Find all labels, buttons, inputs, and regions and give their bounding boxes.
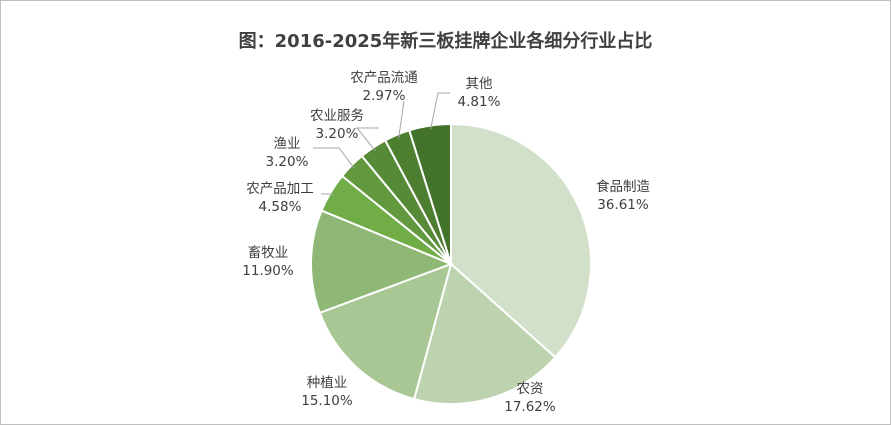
pie-slice: [408, 122, 452, 265]
slice-percent-label: 15.10%: [301, 393, 353, 409]
slice-category-label: 农业服务: [310, 108, 364, 124]
slice-percent-label: 3.20%: [316, 126, 359, 142]
slice-label: 农业服务 3.20%: [310, 108, 364, 142]
slice-label: 种植业 15.10%: [301, 375, 353, 409]
slice-label: 农产品流通 2.97%: [350, 70, 418, 104]
slice-category-label: 渔业: [274, 136, 301, 152]
slice-category-label: 农产品加工: [246, 181, 314, 197]
slice-category-label: 食品制造: [596, 178, 650, 195]
slice-percent-label: 3.20%: [266, 154, 309, 170]
pie-slice: [310, 209, 454, 315]
chart-title: 图：2016-2025年新三板挂牌企业各细分行业占比: [238, 31, 653, 52]
slice-labels: 食品制造 36.61% 农资 17.62% 种植业 15.10% 畜牧业 11.90% 农产品加…: [242, 70, 650, 415]
slice-percent-label: 2.97%: [363, 88, 406, 104]
slice-category-label: 农产品流通: [350, 70, 418, 86]
slice-category-label: 畜牧业: [248, 245, 289, 261]
slice-category-label: 农资: [517, 381, 544, 397]
leader-line: [430, 92, 450, 130]
pie-slice: [318, 262, 453, 401]
pie-slice: [450, 122, 592, 359]
leader-line: [398, 100, 405, 139]
leader-lines: [313, 92, 450, 196]
slice-label: 渔业 3.20%: [266, 136, 309, 170]
pie-slices: [310, 122, 592, 405]
slice-category-label: 其他: [466, 76, 493, 92]
slice-label: 农产品加工 4.58%: [246, 181, 314, 215]
slice-label: 农资 17.62%: [504, 381, 556, 415]
slice-label: 其他 4.81%: [458, 76, 501, 110]
slice-percent-label: 36.61%: [597, 197, 649, 213]
leader-line: [355, 127, 379, 152]
slice-percent-label: 17.62%: [504, 399, 556, 415]
pie-slice: [412, 262, 557, 405]
slice-category-label: 种植业: [307, 375, 348, 391]
leader-line: [313, 147, 355, 169]
slice-percent-label: 11.90%: [242, 263, 294, 279]
leader-line: [321, 193, 335, 196]
slice-label: 食品制造 36.61%: [596, 178, 650, 213]
slice-label: 畜牧业 11.90%: [242, 245, 294, 279]
slice-percent-label: 4.81%: [458, 94, 501, 110]
slice-percent-label: 4.58%: [259, 199, 302, 215]
